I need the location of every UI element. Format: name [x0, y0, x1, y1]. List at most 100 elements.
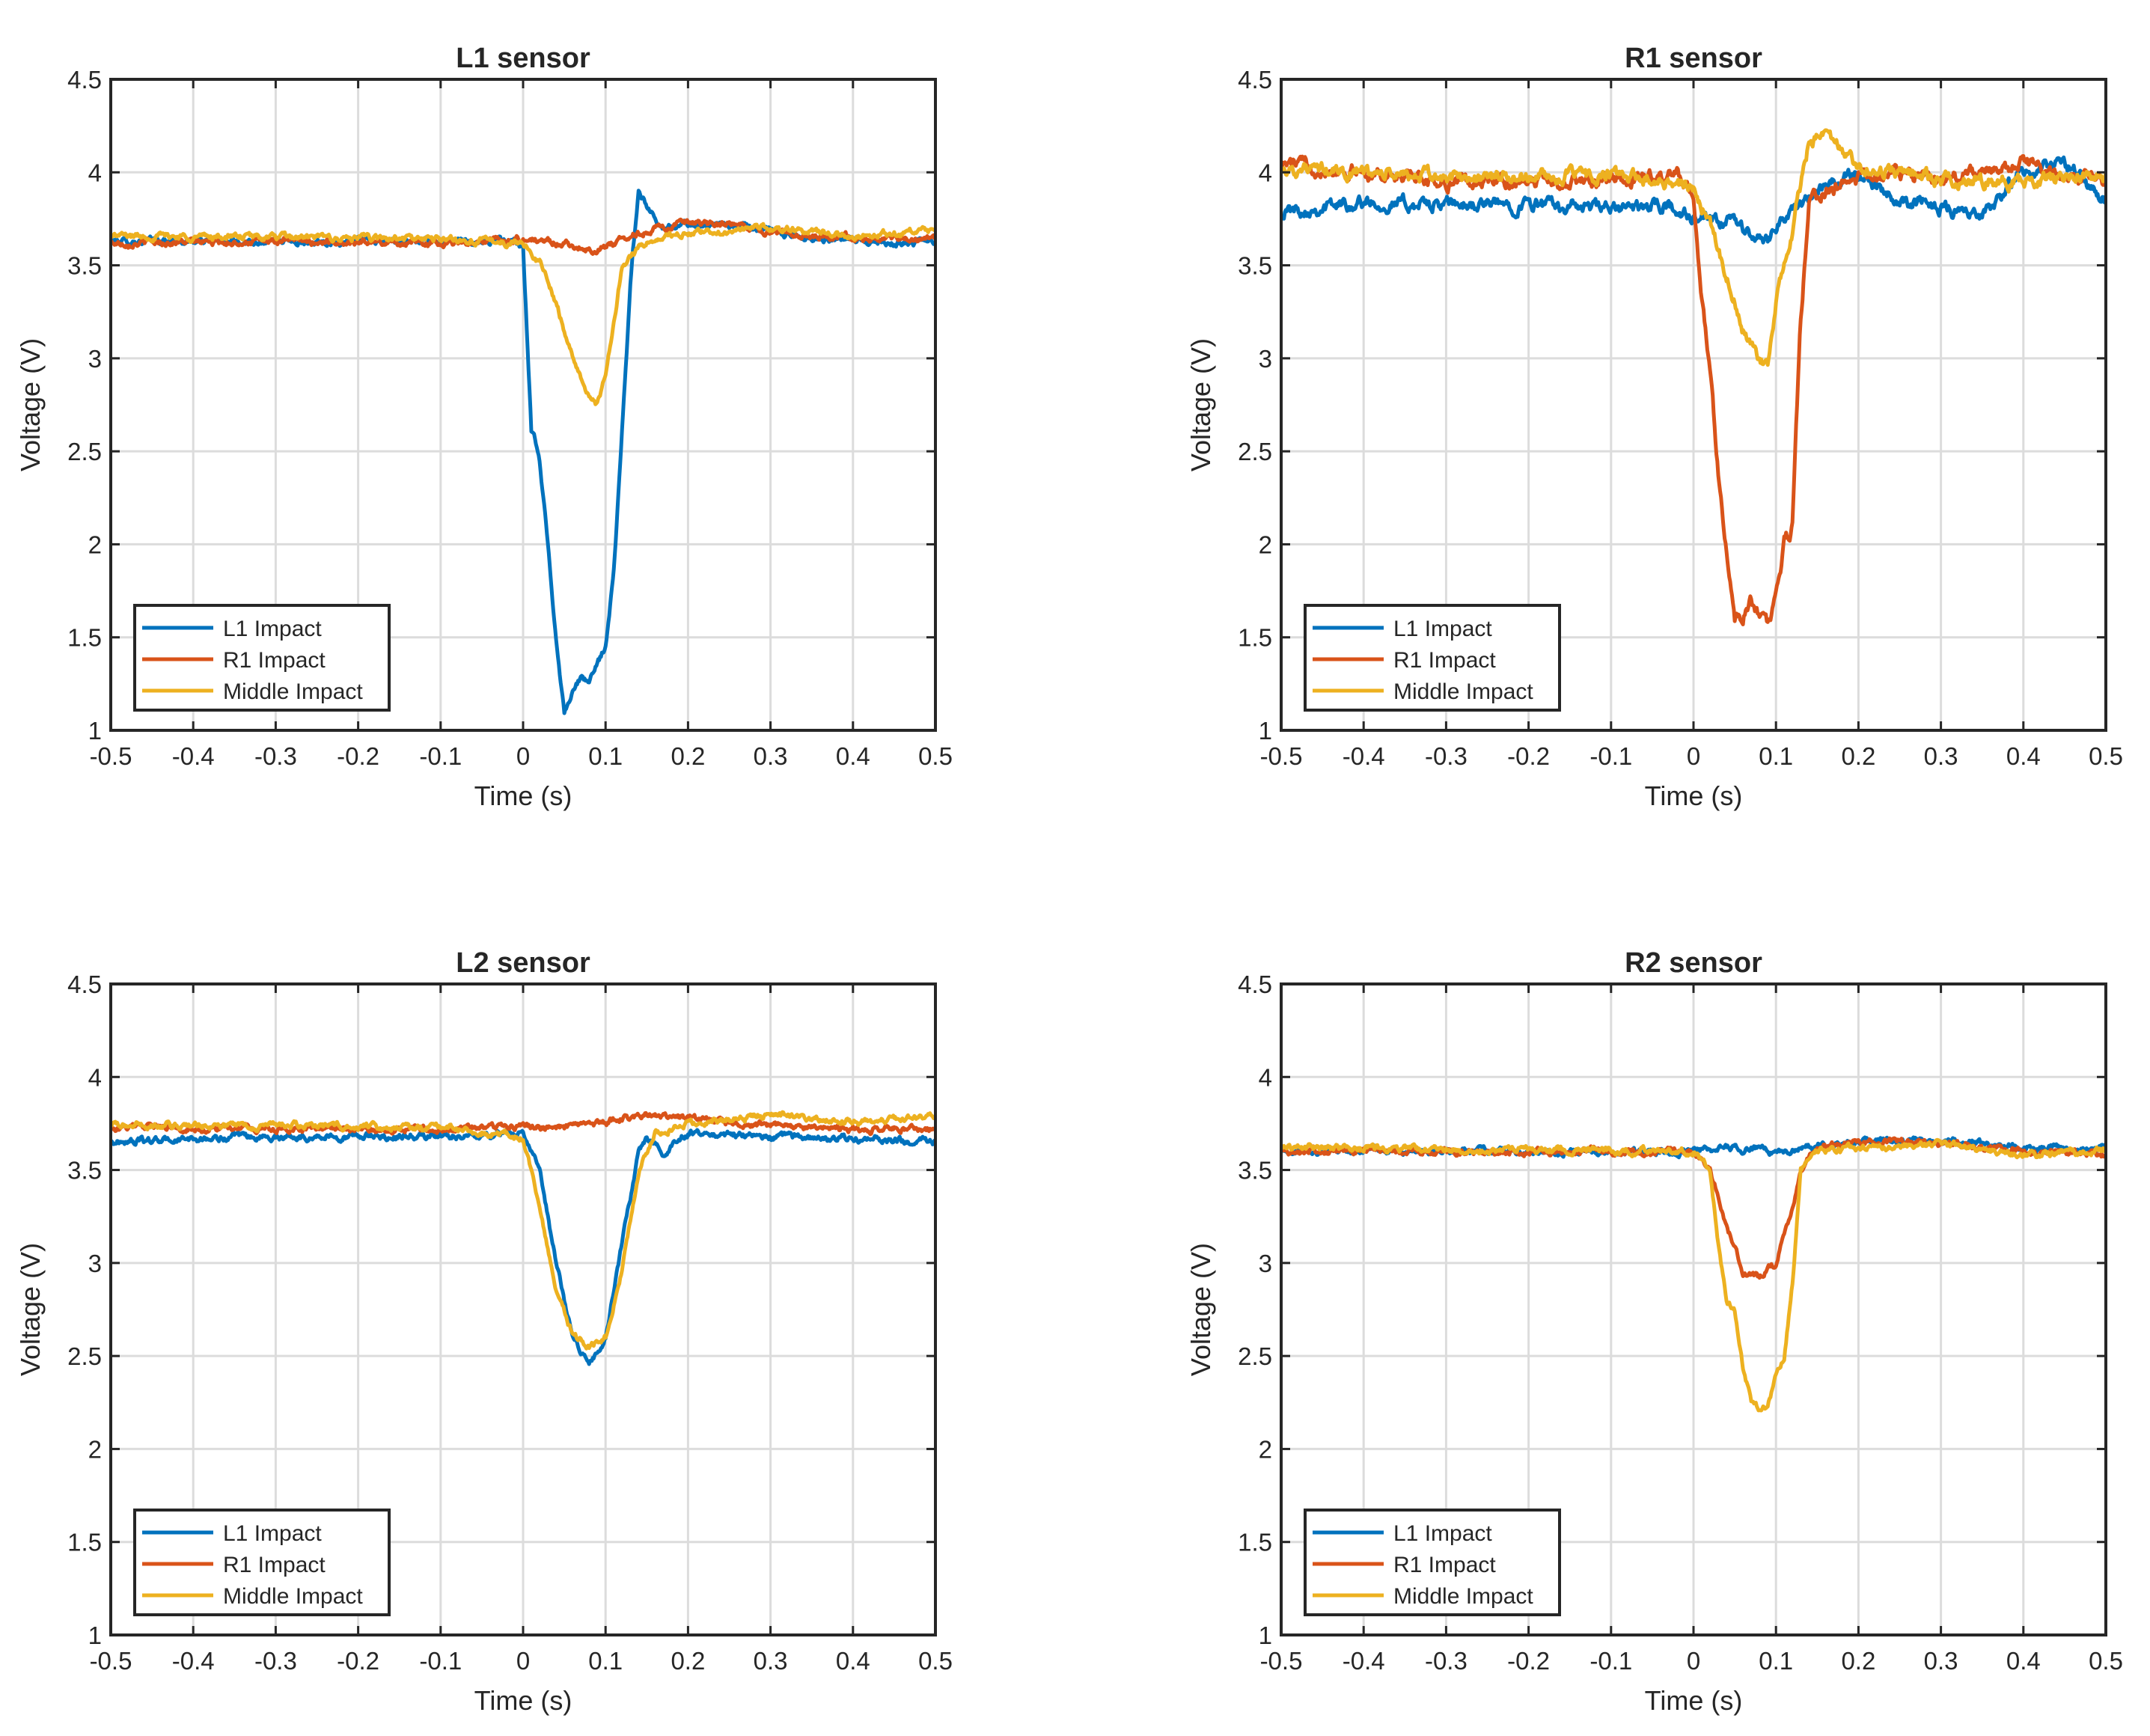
y-tick-label: 1.5 — [67, 624, 102, 652]
panel-2: -0.5 -0.4 -0.3 -0.2 -0.1 0 0.1 0.2 0.3 0.4 0.5 1 1.5… — [1185, 43, 2123, 811]
legend: L1 Impact R1 Impact Middle Impact — [1304, 1509, 1561, 1616]
x-tick-label: -0.4 — [172, 742, 215, 770]
chart-title: R2 sensor — [1625, 947, 1762, 979]
legend-label: L1 Impact — [223, 617, 322, 641]
chart-title: L2 sensor — [456, 947, 590, 979]
series-line-middle-impact — [1281, 1137, 2106, 1413]
y-axis-label: Voltage (V) — [15, 338, 46, 471]
series-line-middle-impact — [111, 1110, 935, 1351]
x-tick-label: 0.5 — [918, 742, 953, 770]
x-tick-label: -0.1 — [419, 1647, 462, 1675]
series-line-r1-impact — [1281, 154, 2106, 626]
y-tick-label: 1 — [1259, 1622, 1272, 1649]
legend-label: L1 Impact — [223, 1521, 322, 1546]
y-tick-label: 4 — [88, 1063, 102, 1091]
legend: L1 Impact R1 Impact Middle Impact — [133, 604, 391, 712]
x-tick-label: 0.4 — [2006, 742, 2041, 770]
series-line-l1-impact — [111, 1127, 935, 1366]
y-tick-label: 4 — [1259, 1063, 1272, 1091]
y-tick-label: 3.5 — [67, 252, 102, 280]
x-tick-label: 0 — [516, 1647, 530, 1675]
x-tick-label: -0.2 — [337, 742, 379, 770]
x-tick-label: -0.1 — [419, 742, 462, 770]
y-tick-label: 4.5 — [67, 971, 102, 998]
legend-label: L1 Impact — [1393, 617, 1492, 641]
x-tick-label: 0.5 — [918, 1647, 953, 1675]
y-tick-label: 2 — [88, 1435, 102, 1463]
x-tick-label: -0.2 — [1507, 742, 1550, 770]
x-tick-label: -0.3 — [254, 1647, 297, 1675]
y-tick-label: 3 — [88, 1250, 102, 1277]
x-tick-label: 0.3 — [754, 1647, 788, 1675]
y-tick-label: 1 — [1259, 717, 1272, 745]
y-tick-label: 3.5 — [67, 1157, 102, 1185]
legend: L1 Impact R1 Impact Middle Impact — [133, 1509, 391, 1616]
series-line-middle-impact — [111, 221, 935, 406]
x-tick-label: -0.1 — [1589, 742, 1632, 770]
x-tick-label: 0.4 — [836, 742, 870, 770]
y-tick-label: 3 — [88, 345, 102, 373]
y-tick-label: 2.5 — [1238, 438, 1272, 465]
x-tick-label: 0.4 — [836, 1647, 870, 1675]
x-tick-label: -0.5 — [1260, 742, 1303, 770]
x-tick-label: 0.3 — [754, 742, 788, 770]
panel-4: -0.5 -0.4 -0.3 -0.2 -0.1 0 0.1 0.2 0.3 0.4 0.5 1 1.5… — [1185, 947, 2123, 1716]
x-tick-label: 0.2 — [1841, 1647, 1875, 1675]
y-axis-label: Voltage (V) — [15, 1243, 46, 1376]
x-tick-label: -0.2 — [337, 1647, 379, 1675]
y-tick-label: 1 — [88, 717, 102, 745]
chart-title: L1 sensor — [456, 43, 590, 74]
x-tick-label: -0.5 — [1260, 1647, 1303, 1675]
x-tick-label: 0.4 — [2006, 1647, 2041, 1675]
x-tick-label: 0.1 — [1759, 742, 1793, 770]
x-tick-label: 0.5 — [2089, 742, 2123, 770]
legend-label: Middle Impact — [1393, 1584, 1533, 1609]
x-axis-label: Time (s) — [474, 1685, 572, 1716]
panel-1: -0.5 -0.4 -0.3 -0.2 -0.1 0 0.1 0.2 0.3 0.4 0.5 1 1.5… — [15, 43, 953, 811]
y-tick-label: 4.5 — [1238, 971, 1272, 998]
y-tick-label: 1.5 — [67, 1529, 102, 1556]
x-axis-label: Time (s) — [1645, 1685, 1743, 1716]
chart-title: R1 sensor — [1625, 43, 1762, 74]
y-tick-label: 2.5 — [67, 438, 102, 465]
series-group — [111, 1110, 935, 1366]
y-tick-label: 4 — [1259, 159, 1272, 186]
y-tick-label: 2 — [1259, 531, 1272, 558]
x-axis-label: Time (s) — [474, 780, 572, 811]
series-line-r1-impact — [111, 217, 935, 256]
x-tick-label: 0.2 — [671, 742, 705, 770]
y-tick-label: 3 — [1259, 345, 1272, 373]
y-tick-label: 2.5 — [1238, 1342, 1272, 1370]
y-tick-label: 2.5 — [67, 1342, 102, 1370]
y-axis-label: Voltage (V) — [1185, 1243, 1216, 1376]
y-tick-label: 1.5 — [1238, 1529, 1272, 1556]
y-tick-label: 3.5 — [1238, 252, 1272, 280]
legend-label: Middle Impact — [1393, 679, 1533, 704]
x-tick-label: -0.3 — [1425, 742, 1468, 770]
legend-label: Middle Impact — [223, 1584, 363, 1609]
series-group — [1281, 128, 2106, 626]
x-tick-label: -0.4 — [1343, 742, 1385, 770]
y-tick-label: 1.5 — [1238, 624, 1272, 652]
x-tick-label: 0 — [1687, 1647, 1700, 1675]
legend-label: R1 Impact — [223, 648, 326, 673]
y-tick-label: 3.5 — [1238, 1157, 1272, 1185]
panel-3: -0.5 -0.4 -0.3 -0.2 -0.1 0 0.1 0.2 0.3 0.4 0.5 1 1.5… — [15, 947, 953, 1716]
x-tick-label: -0.2 — [1507, 1647, 1550, 1675]
x-tick-label: 0.2 — [671, 1647, 705, 1675]
x-tick-label: 0.1 — [588, 1647, 623, 1675]
x-tick-label: 0.5 — [2089, 1647, 2123, 1675]
series-line-middle-impact — [1281, 128, 2106, 367]
legend-label: L1 Impact — [1393, 1521, 1492, 1546]
x-tick-label: -0.1 — [1589, 1647, 1632, 1675]
y-tick-label: 2 — [88, 531, 102, 558]
x-tick-label: -0.4 — [1343, 1647, 1385, 1675]
y-tick-label: 3 — [1259, 1250, 1272, 1277]
x-tick-label: -0.5 — [90, 1647, 132, 1675]
x-tick-label: 0.1 — [1759, 1647, 1793, 1675]
legend-label: R1 Impact — [223, 1553, 326, 1577]
series-group — [111, 189, 935, 715]
y-tick-label: 4.5 — [1238, 66, 1272, 94]
x-tick-label: 0 — [516, 742, 530, 770]
